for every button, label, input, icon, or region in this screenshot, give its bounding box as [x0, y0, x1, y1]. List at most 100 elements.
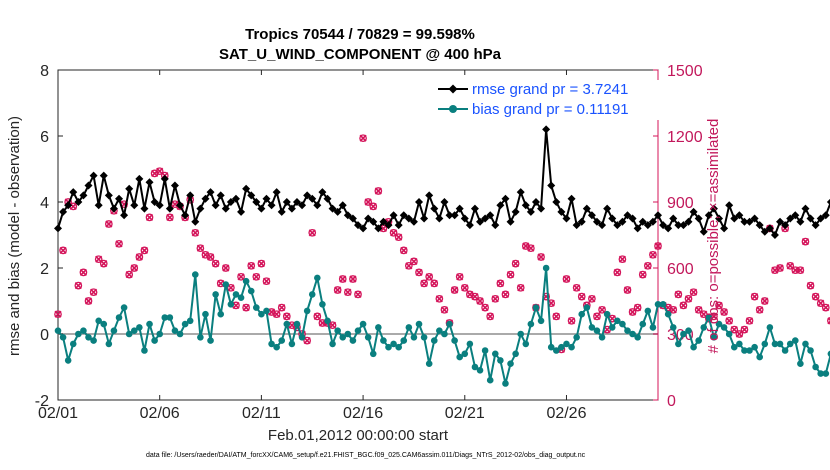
rmse-point: [776, 217, 785, 226]
rmse-point: [715, 214, 724, 223]
y2-axis-label: # of obs: o=possible; ×=assimilated: [705, 119, 722, 354]
bias-point: [212, 291, 219, 298]
obs-possible-point: [237, 272, 245, 281]
obs-possible-point: [720, 308, 728, 316]
bias-point: [115, 314, 123, 321]
obs-possible-point: [349, 275, 357, 283]
bias-point: [125, 330, 133, 338]
bias-point: [669, 324, 677, 331]
obs-assimilated-point: [537, 253, 545, 261]
bias-point: [583, 304, 591, 311]
bias-point: [247, 287, 255, 295]
bias-point: [288, 340, 296, 348]
bias-point: [334, 327, 341, 335]
bias-point: [603, 310, 611, 318]
obs-assimilated-point: [613, 268, 621, 276]
obs-possible-point: [79, 268, 88, 277]
bias-point: [197, 334, 204, 341]
rmse-point: [359, 224, 368, 233]
obs-possible-point: [394, 233, 403, 242]
rmse-point: [638, 217, 647, 226]
obs-possible-point: [227, 283, 235, 292]
obs-assimilated-point: [369, 202, 377, 210]
obs-possible-point: [89, 288, 98, 297]
obs-assimilated-point: [395, 233, 403, 241]
obs-assimilated-point: [206, 253, 215, 261]
obs-possible-point: [511, 259, 520, 268]
bias-point: [680, 330, 687, 338]
obs-assimilated-point: [430, 279, 438, 287]
rmse-point: [811, 221, 820, 230]
bias-point: [369, 350, 377, 358]
obs-possible-point: [359, 134, 367, 143]
bias-point: [827, 350, 830, 357]
bias-point: [522, 340, 530, 348]
bias-point: [624, 327, 631, 335]
rmse-point: [59, 207, 68, 216]
obs-possible-point: [588, 294, 596, 303]
rmse-point: [130, 201, 139, 210]
bias-point: [207, 337, 214, 344]
rmse-point: [511, 207, 520, 216]
obs-possible-point: [745, 316, 754, 325]
rmse-point: [272, 188, 281, 197]
rmse-point: [237, 207, 246, 216]
bias-point: [486, 376, 494, 384]
obs-assimilated-point: [654, 242, 662, 250]
obs-assimilated-point: [410, 257, 418, 265]
rmse-point: [796, 217, 805, 226]
obs-assimilated-point: [674, 290, 682, 298]
rmse-point: [730, 214, 739, 223]
obs-possible-point: [252, 272, 261, 281]
rmse-point: [201, 194, 210, 203]
bias-point: [802, 340, 809, 348]
obs-assimilated-point: [278, 304, 286, 312]
obs-assimilated-point: [125, 271, 133, 279]
bias-point: [664, 310, 672, 318]
obs-assimilated-point: [822, 304, 830, 312]
bias-point: [54, 327, 62, 335]
rmse-point: [450, 211, 459, 220]
rmse-point: [470, 204, 479, 213]
obs-possible-point: [613, 268, 622, 277]
bias-point: [242, 277, 250, 285]
bias-point: [547, 343, 555, 351]
rmse-point: [257, 204, 266, 213]
bias-point: [542, 264, 550, 272]
bias-point: [349, 337, 357, 344]
obs-assimilated-point: [623, 286, 632, 294]
bias-point: [553, 347, 560, 354]
obs-possible-point: [430, 279, 439, 288]
rmse-point: [694, 214, 703, 223]
obs-assimilated-point: [105, 220, 113, 228]
obs-assimilated-point: [227, 284, 235, 292]
rmse-point: [476, 217, 485, 226]
rmse-point: [374, 224, 383, 233]
rmse-point: [465, 221, 474, 230]
rmse-point: [369, 217, 378, 226]
obs-possible-point: [440, 305, 449, 314]
bias-point: [202, 310, 209, 318]
x-tick-label: 02/16: [343, 405, 383, 422]
obs-assimilated-point: [578, 293, 586, 301]
rmse-point: [801, 204, 810, 213]
rmse-point: [618, 217, 627, 226]
bias-point: [619, 320, 626, 328]
obs-assimilated-point: [359, 134, 367, 142]
bias-point: [176, 330, 184, 338]
obs-possible-point: [633, 303, 642, 312]
obs-possible-point: [516, 283, 525, 292]
obs-assimilated-point: [90, 288, 98, 296]
obs-assimilated-point: [379, 224, 387, 232]
rmse-point: [338, 201, 347, 210]
obs-possible-point: [755, 305, 764, 314]
bias-point: [156, 330, 163, 338]
obs-assimilated-point: [552, 312, 560, 320]
obs-assimilated-point: [776, 264, 784, 272]
rmse-point: [109, 204, 118, 213]
bias-point: [146, 320, 153, 328]
chart-subtitle: SAT_U_WIND_COMPONENT @ 400 hPa: [219, 46, 502, 63]
rmse-point: [435, 214, 444, 223]
bias-point: [822, 370, 830, 377]
obs-possible-point: [537, 253, 545, 261]
